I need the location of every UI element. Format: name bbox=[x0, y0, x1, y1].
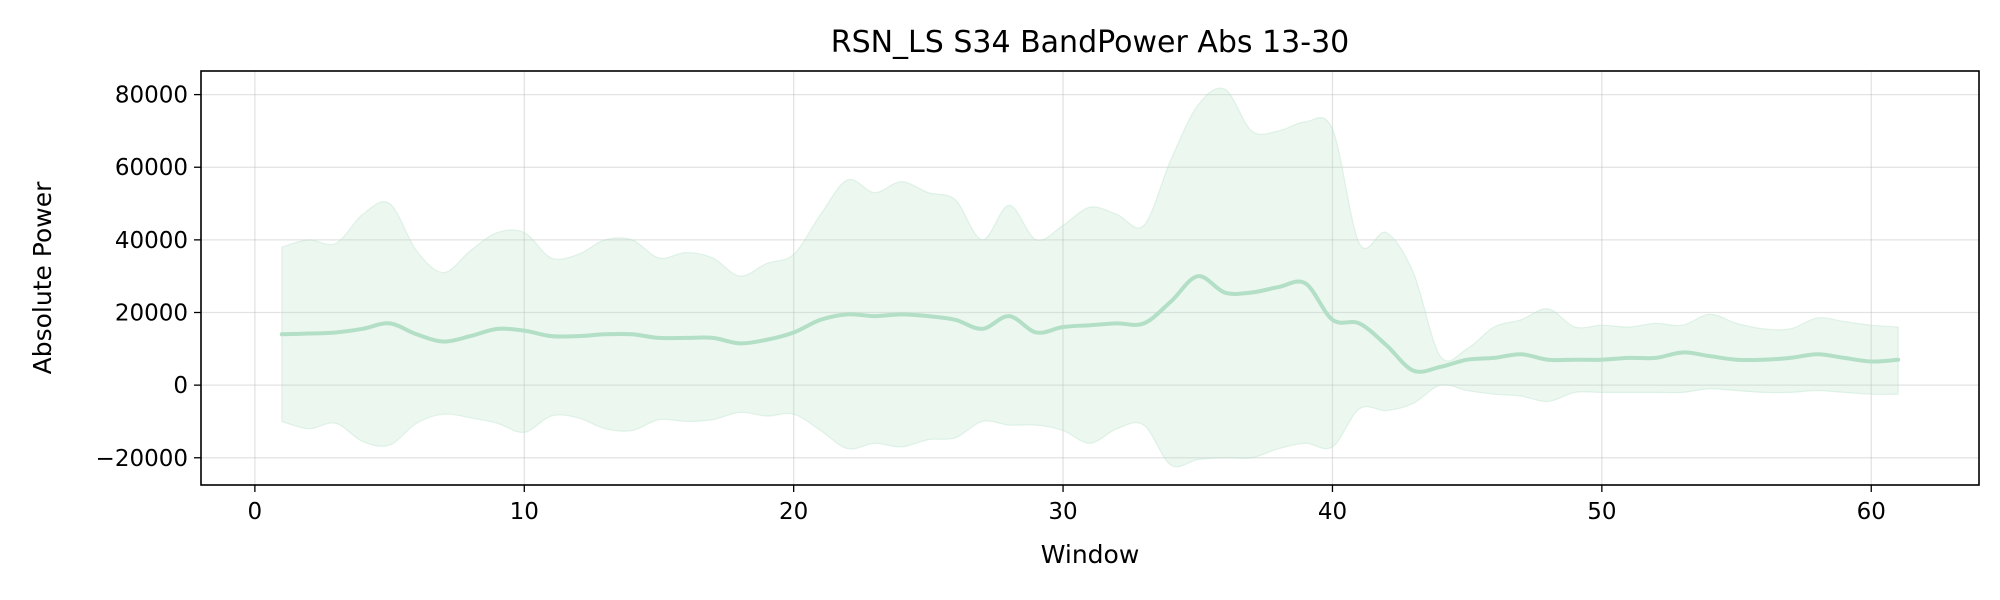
x-tick-label: 20 bbox=[779, 499, 808, 525]
y-axis-label: Absolute Power bbox=[28, 181, 57, 375]
plot-frame bbox=[200, 70, 1980, 486]
y-axis: −20000 0 20000 40000 60000 80000 bbox=[96, 83, 201, 472]
x-tick-label: 10 bbox=[510, 499, 539, 525]
x-tick-label: 50 bbox=[1587, 499, 1616, 525]
y-tick-label: 60000 bbox=[115, 155, 188, 181]
y-tick-label: −20000 bbox=[96, 446, 188, 472]
x-axis-label: Window bbox=[1041, 540, 1140, 569]
x-tick-label: 40 bbox=[1318, 499, 1347, 525]
confidence-band bbox=[281, 87, 1899, 468]
band-area bbox=[281, 87, 1899, 468]
mean-line-path bbox=[279, 274, 1901, 374]
y-tick-label: 0 bbox=[173, 373, 188, 399]
mean-line bbox=[279, 274, 1901, 374]
y-tick-label: 80000 bbox=[115, 83, 188, 109]
y-tick-label: 40000 bbox=[115, 228, 188, 254]
chart-title: RSN_LS S34 BandPower Abs 13-30 bbox=[831, 25, 1350, 60]
x-tick-label: 60 bbox=[1857, 499, 1886, 525]
grid bbox=[201, 71, 1979, 485]
x-tick-label: 30 bbox=[1048, 499, 1077, 525]
x-tick-label: 0 bbox=[248, 499, 263, 525]
x-axis: 0 10 20 30 40 50 60 bbox=[248, 485, 1886, 525]
y-tick-label: 20000 bbox=[115, 301, 188, 327]
